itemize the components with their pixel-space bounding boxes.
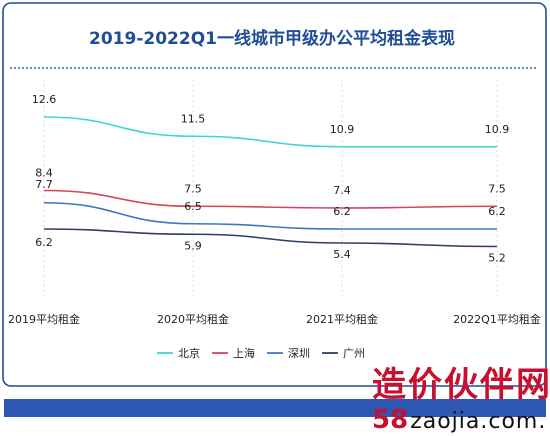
chart-title: 2019-2022Q1一线城市甲级办公平均租金表现	[89, 28, 455, 49]
footer-bar	[4, 399, 546, 417]
data-label-0-1: 11.5	[181, 112, 206, 125]
watermark-url-number: 58	[372, 405, 408, 435]
data-labels: 12.6 11.5 10.9 10.9 8.4 7.5 7.4 7.5 7.7 6.5 6.2 6.2…	[32, 93, 510, 265]
legend-label-2: 深圳	[288, 347, 310, 360]
watermark: 造价伙伴网 58zaojia.com.	[372, 365, 550, 435]
series-lines	[43, 116, 498, 248]
legend-label-3: 广州	[343, 347, 365, 360]
series-line-2	[43, 201, 497, 230]
data-label-1-2: 7.4	[333, 184, 351, 197]
legend-label-0: 北京	[178, 346, 200, 360]
legend: 北京 上海 深圳 广州	[157, 346, 365, 360]
x-tick-label-1: 2020平均租金	[157, 312, 229, 326]
chart-card	[2, 2, 547, 387]
data-label-1-3: 7.5	[488, 182, 506, 195]
data-label-0-2: 10.9	[330, 123, 355, 136]
series-line-0	[43, 116, 497, 148]
watermark-brand: 造价伙伴网	[372, 365, 550, 405]
data-label-3-0: 6.2	[35, 236, 53, 249]
x-tick-label-2: 2021平均租金	[306, 312, 378, 326]
watermark-url-domain: zaojia.com.	[410, 409, 546, 434]
series-line-3	[43, 228, 498, 248]
data-label-2-2: 6.2	[333, 205, 351, 218]
x-tick-label-0: 2019平均租金	[8, 312, 80, 326]
data-label-2-3: 6.2	[488, 205, 506, 218]
series-line-1	[43, 189, 498, 209]
data-label-2-1: 6.5	[184, 200, 202, 213]
data-label-0-3: 10.9	[485, 123, 510, 136]
watermark-url: 58zaojia.com.	[372, 405, 546, 435]
x-tick-label-3: 2022Q1平均租金	[453, 312, 541, 326]
data-label-3-3: 5.2	[488, 252, 506, 265]
data-label-1-1: 7.5	[184, 182, 202, 195]
data-label-1-0: 8.4	[35, 167, 53, 180]
data-label-0-0: 12.6	[32, 93, 57, 106]
legend-label-1: 上海	[233, 346, 255, 360]
data-label-3-1: 5.9	[184, 239, 202, 252]
data-label-2-0: 7.7	[35, 178, 53, 191]
data-label-3-2: 5.4	[333, 248, 351, 261]
x-axis-ticks: 2019平均租金 2020平均租金 2021平均租金 2022Q1平均租金	[8, 312, 541, 326]
